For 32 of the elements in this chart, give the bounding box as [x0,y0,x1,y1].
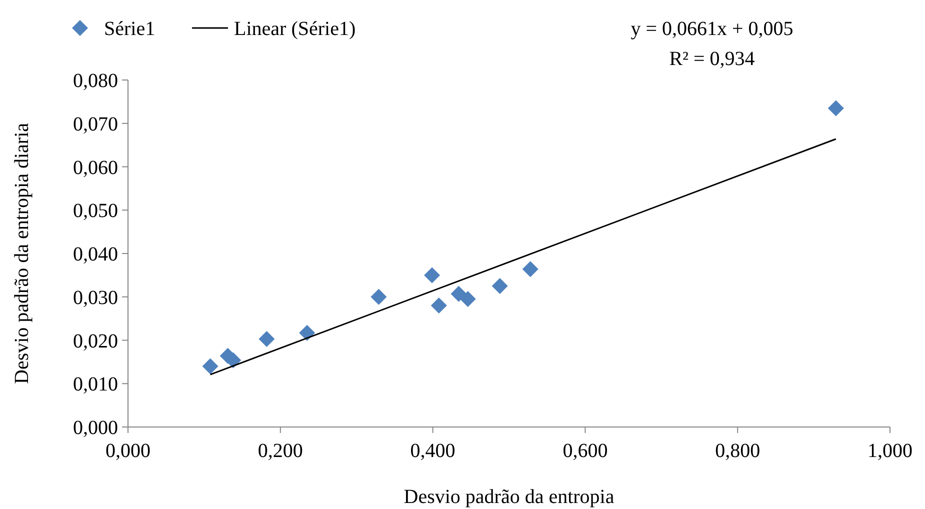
point [202,358,218,374]
x-tick-label: 1,000 [868,440,912,462]
y-tick-label: 0,080 [73,70,118,92]
x-tick-label: 0,000 [106,440,150,462]
y-tick-label: 0,050 [73,200,118,222]
legend-label: Linear (Série1) [234,18,356,40]
point [258,330,275,347]
point [430,298,447,314]
text: R² = 0,934 [669,48,755,70]
x-tick-label: 0,600 [562,440,608,462]
point [522,261,538,278]
y-tick-label: 0,070 [73,113,118,136]
point [828,100,844,116]
y-tick-label: 0,020 [73,330,118,352]
point [424,267,440,284]
point [299,324,316,341]
x-tick-label: 0,400 [410,440,456,462]
x-tick-label: 0,200 [258,440,303,462]
y-tick-label: 0,010 [73,374,118,396]
point [460,291,476,308]
y-tick-label: 0,040 [73,244,118,266]
y-tick-label: 0,060 [73,156,118,179]
y-tick-label: 0,030 [73,286,118,309]
x-tick-label: 0,800 [715,440,760,462]
legend-label: Série1 [104,18,156,40]
point [492,278,508,294]
x-axis-title: Desvio padrão da entropia [404,486,614,508]
point [450,286,467,302]
point [370,288,387,305]
y-axis-title: Desvio padrão da entropia diaria [11,122,33,384]
text: y = 0,0661x + 0,005 [630,18,794,40]
y-tick-label: 0,000 [73,417,118,439]
